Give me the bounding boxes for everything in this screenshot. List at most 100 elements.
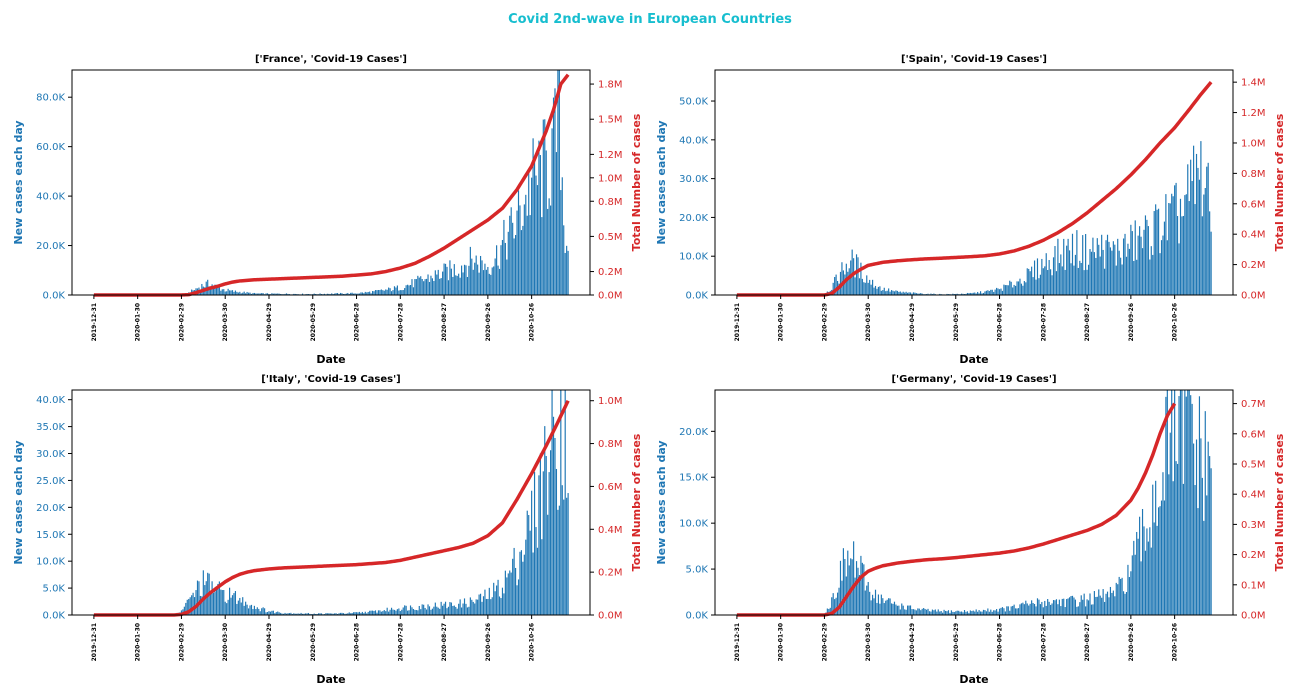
- bar: [293, 613, 295, 615]
- bar: [1028, 268, 1030, 295]
- bar: [265, 293, 267, 295]
- bar: [249, 292, 251, 295]
- bar: [398, 608, 400, 615]
- bar: [1146, 219, 1148, 295]
- bar: [1102, 249, 1104, 295]
- bar: [547, 208, 549, 295]
- bar: [414, 609, 416, 615]
- bar: [439, 608, 441, 615]
- bar: [417, 610, 419, 615]
- bar: [1079, 260, 1081, 295]
- bar: [1149, 259, 1151, 295]
- bar: [866, 585, 868, 615]
- bar: [355, 612, 358, 615]
- bar: [864, 590, 866, 615]
- bar: [1029, 271, 1031, 295]
- bar: [275, 612, 277, 615]
- y-tick-label: 50.0K: [679, 97, 708, 108]
- bar: [877, 594, 880, 615]
- y-tick-label: 10.0K: [679, 519, 708, 530]
- bar: [1048, 601, 1050, 615]
- bar: [487, 266, 489, 295]
- bar: [388, 611, 390, 615]
- bar: [1051, 603, 1053, 615]
- bar: [1031, 266, 1033, 295]
- bar: [214, 591, 216, 615]
- bar: [509, 215, 511, 295]
- bar: [1124, 233, 1126, 295]
- bar: [1083, 270, 1085, 295]
- bar: [1013, 604, 1015, 615]
- bar: [367, 291, 369, 295]
- bar: [1130, 571, 1132, 615]
- bar: [872, 279, 874, 295]
- bar: [1150, 547, 1152, 615]
- bar: [560, 390, 562, 615]
- bar: [231, 595, 234, 615]
- bar: [500, 598, 502, 615]
- bar: [853, 541, 855, 615]
- bar: [221, 289, 223, 295]
- bar: [1080, 595, 1082, 615]
- bar: [503, 593, 505, 615]
- bar: [899, 291, 901, 295]
- bar: [915, 293, 917, 295]
- bar: [425, 278, 428, 295]
- bar: [1098, 589, 1100, 615]
- bar: [886, 290, 888, 295]
- bar: [1181, 390, 1183, 615]
- bar: [876, 602, 878, 615]
- bar: [402, 607, 404, 615]
- bar: [1066, 245, 1068, 295]
- y-tick-label: 40.0K: [36, 192, 65, 203]
- bar: [1155, 480, 1157, 615]
- bar: [462, 272, 464, 295]
- bar: [1090, 604, 1093, 615]
- x-tick-label: 2020-02-29: [821, 623, 828, 661]
- bar: [1131, 555, 1133, 615]
- bar: [867, 282, 869, 295]
- bar: [971, 293, 973, 295]
- y2-tick-label: 0.3M: [1241, 520, 1266, 531]
- bar: [442, 271, 444, 295]
- bar: [517, 190, 520, 295]
- bar: [974, 611, 976, 615]
- bar: [525, 539, 527, 615]
- x-tick-label: 2020-08-27: [1084, 303, 1091, 341]
- y-tick-label: 20.0K: [36, 503, 65, 514]
- bar: [886, 599, 888, 615]
- bar: [253, 292, 255, 295]
- bar: [975, 293, 977, 295]
- bar: [405, 285, 407, 295]
- bar: [501, 239, 504, 295]
- bar: [1150, 246, 1152, 295]
- x-tick-label: 2020-09-26: [1128, 303, 1135, 341]
- bar: [431, 608, 433, 615]
- bar: [519, 551, 521, 615]
- bar: [933, 610, 935, 615]
- bar: [1195, 439, 1198, 615]
- bar: [496, 585, 498, 615]
- bar: [1201, 216, 1203, 295]
- bar: [1210, 468, 1212, 615]
- bar: [226, 291, 228, 295]
- y2-tick-label: 0.8M: [598, 439, 623, 450]
- bar: [1122, 238, 1125, 295]
- bar: [1010, 606, 1012, 615]
- bar: [288, 613, 290, 615]
- bar: [1028, 605, 1030, 615]
- bar: [450, 602, 452, 615]
- bar: [261, 293, 263, 295]
- bar: [268, 611, 270, 615]
- bar: [861, 562, 863, 615]
- bar: [1000, 607, 1002, 615]
- y-tick-label: 60.0K: [36, 142, 65, 153]
- bar: [961, 611, 963, 615]
- bar: [898, 291, 900, 295]
- bar: [250, 293, 253, 295]
- bar: [889, 598, 891, 615]
- bar: [319, 293, 321, 295]
- bar: [386, 607, 388, 615]
- y2-tick-label: 0.1M: [1241, 580, 1266, 591]
- bar: [1045, 253, 1047, 295]
